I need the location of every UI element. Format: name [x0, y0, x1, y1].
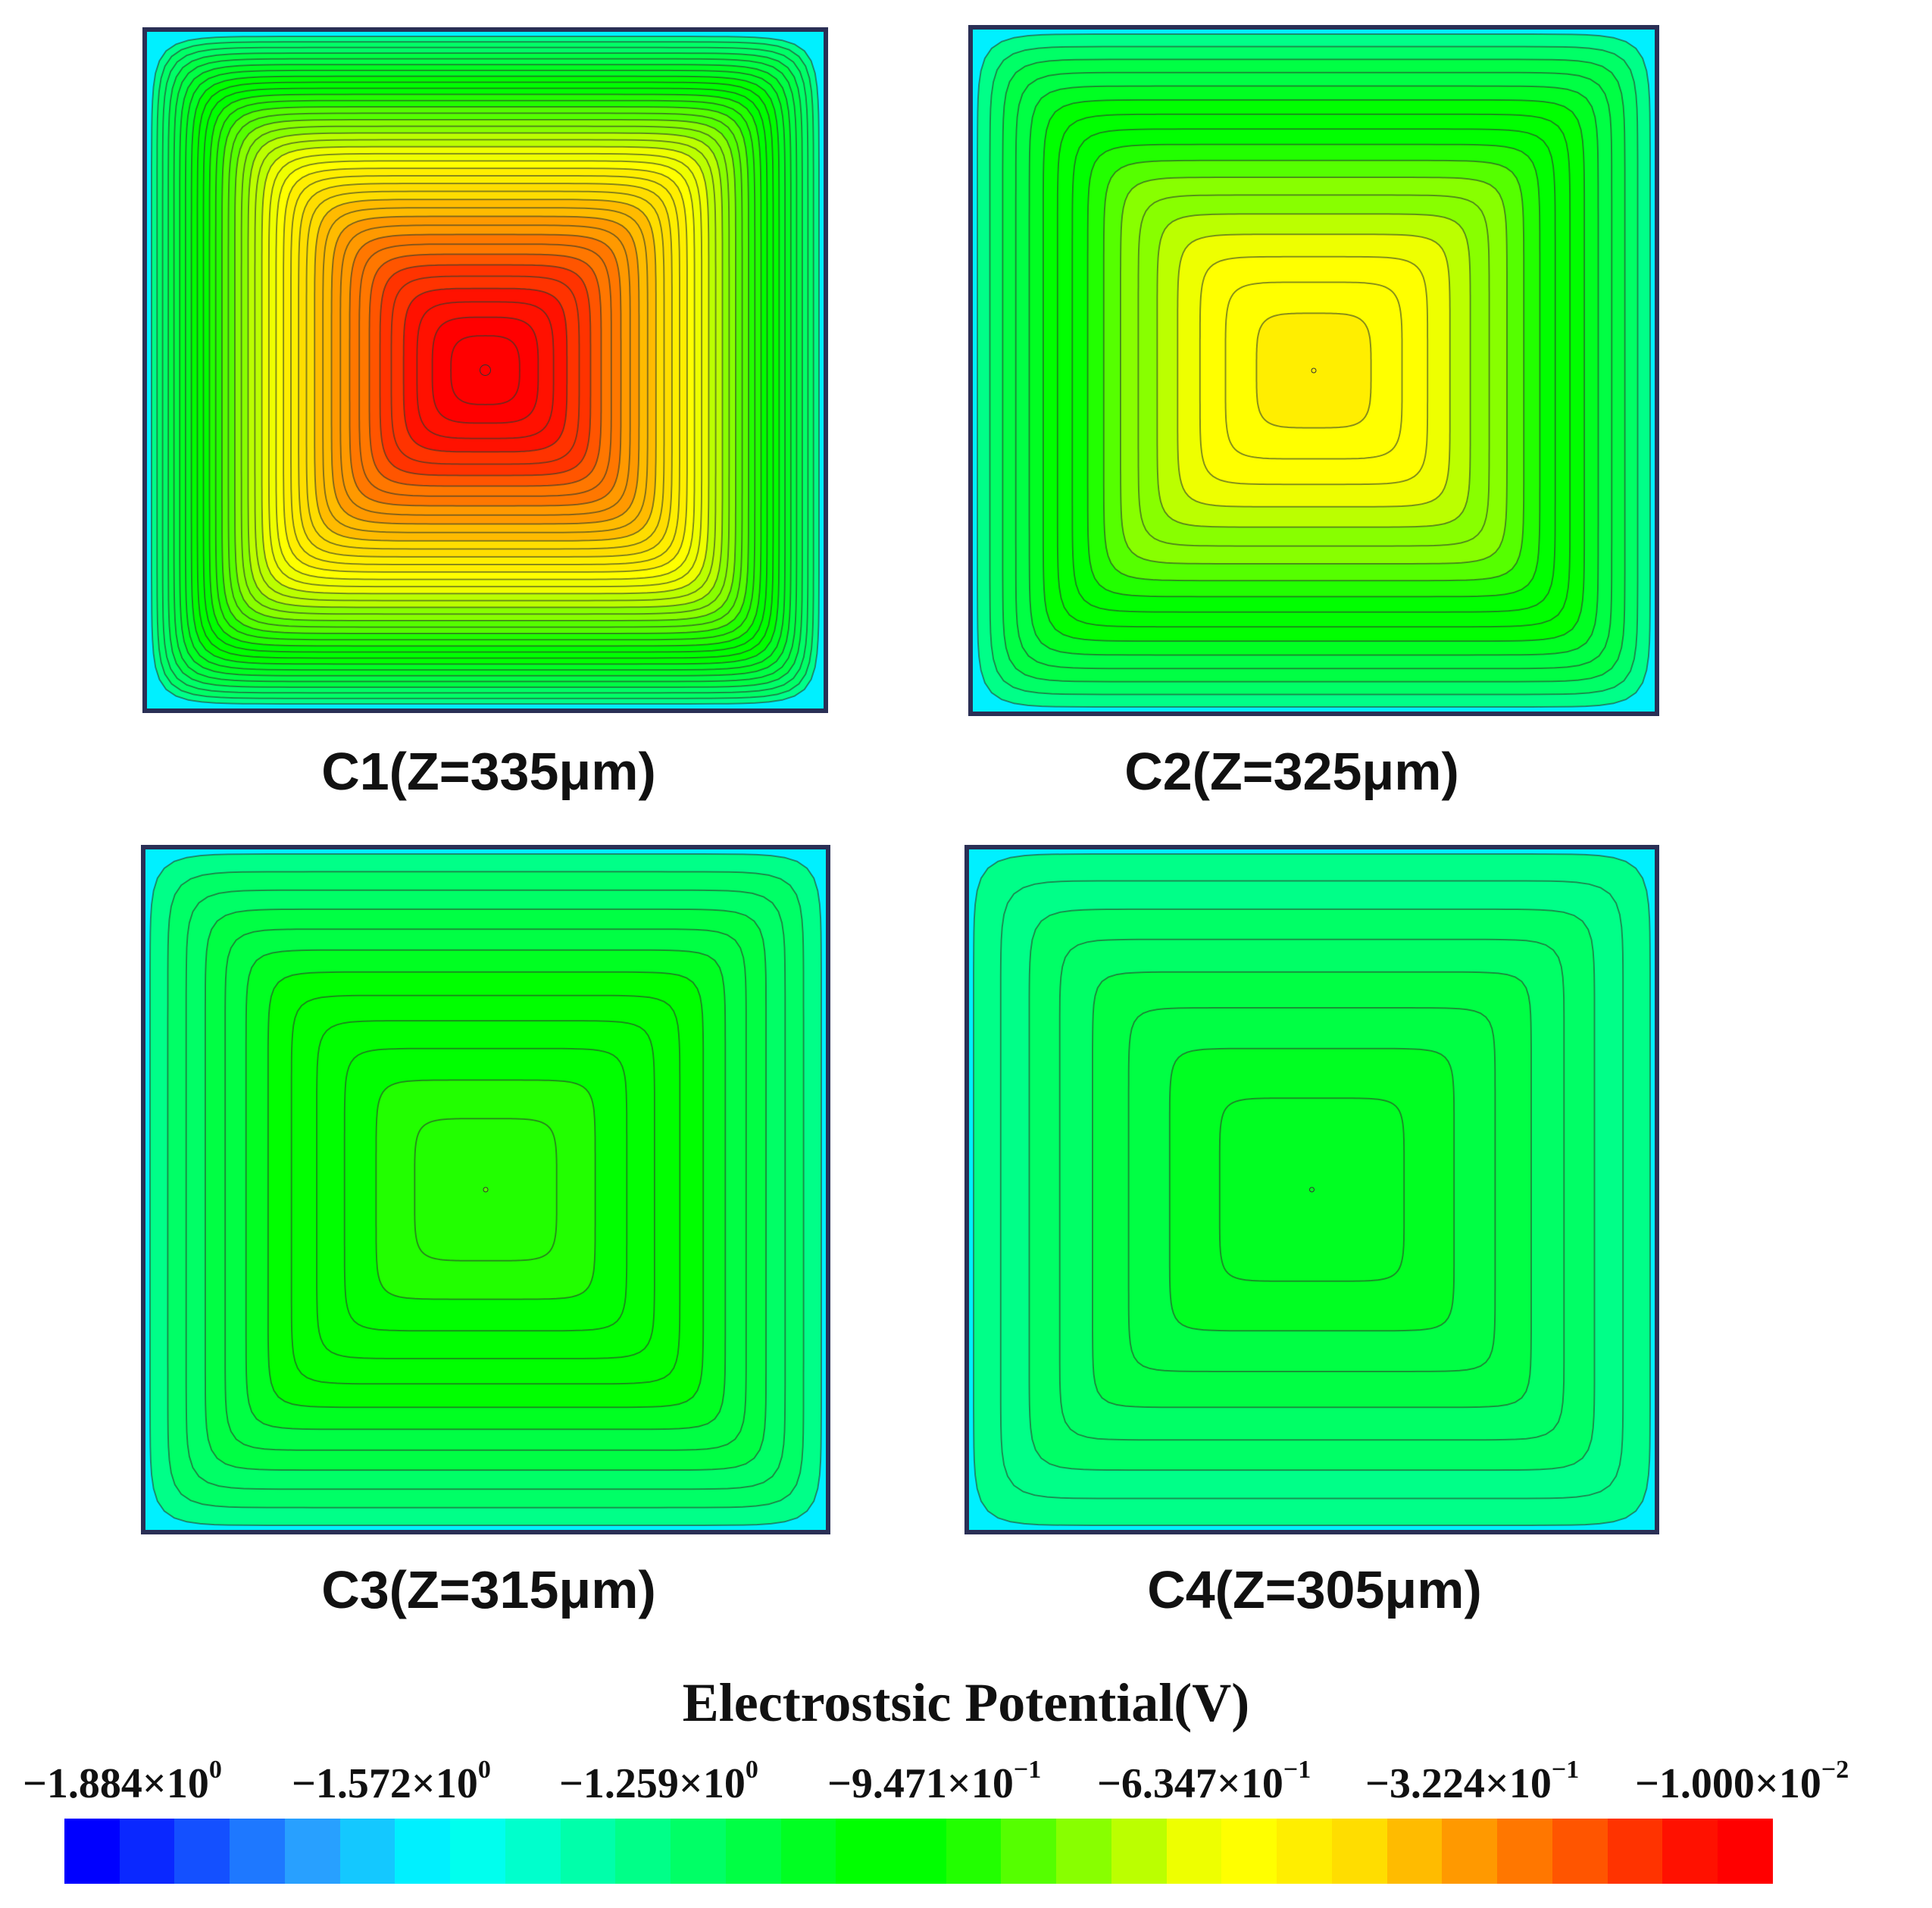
colorbar-segment	[1111, 1819, 1167, 1884]
colorbar-tick-label: −1.884×100	[23, 1756, 222, 1808]
colorbar-segment	[174, 1819, 230, 1884]
colorbar-segment	[230, 1819, 285, 1884]
colorbar-segment	[1386, 1819, 1443, 1884]
contour-panel-c3	[141, 845, 830, 1534]
colorbar-segment	[1497, 1819, 1552, 1884]
colorbar-tick-label: −6.347×10−1	[1097, 1756, 1311, 1808]
contour-panel-c2	[968, 25, 1659, 716]
colorbar-segment	[780, 1819, 836, 1884]
contour-centre	[480, 364, 491, 376]
caption-c4: C4(Z=305μm)	[1147, 1560, 1482, 1619]
colorbar-segment	[615, 1819, 671, 1884]
contour-plot-c3	[141, 845, 830, 1534]
colorbar-segment	[671, 1819, 726, 1884]
contour-plot-c1	[142, 27, 828, 713]
colorbar-segment	[1442, 1819, 1498, 1884]
colorbar-title: Electrostsic Potential(V)	[682, 1672, 1250, 1733]
colorbar-segment	[505, 1819, 561, 1884]
contour-plot-c2	[968, 25, 1659, 716]
colorbar	[64, 1819, 1773, 1884]
caption-c1: C1(Z=335μm)	[321, 742, 656, 801]
caption-c2: C2(Z=325μm)	[1124, 742, 1459, 801]
colorbar-segment	[395, 1819, 451, 1884]
colorbar-segment	[119, 1819, 175, 1884]
contour-centre	[483, 1187, 489, 1193]
colorbar-segment	[1552, 1819, 1608, 1884]
colorbar-segment	[560, 1819, 616, 1884]
colorbar-segment	[1166, 1819, 1222, 1884]
colorbar-tick-label: −3.224×10−1	[1365, 1756, 1580, 1808]
contour-panel-c1	[142, 27, 828, 713]
colorbar-segment	[1331, 1819, 1387, 1884]
contour-panel-c4	[964, 845, 1659, 1534]
colorbar-segment	[1221, 1819, 1277, 1884]
contour-plot-c4	[964, 845, 1659, 1534]
colorbar-segment	[946, 1819, 1002, 1884]
contour-centre	[1311, 368, 1317, 374]
colorbar-tick-label: −1.572×100	[292, 1756, 491, 1808]
colorbar-segment	[1056, 1819, 1111, 1884]
caption-c3: C3(Z=315μm)	[321, 1560, 656, 1619]
colorbar-segment	[725, 1819, 781, 1884]
colorbar-segment	[450, 1819, 505, 1884]
colorbar-segment	[1277, 1819, 1332, 1884]
colorbar-tick-label: −1.000×10−2	[1635, 1756, 1849, 1808]
colorbar-segment	[891, 1819, 946, 1884]
colorbar-segment	[1662, 1819, 1718, 1884]
colorbar-segment	[836, 1819, 892, 1884]
colorbar-segment	[339, 1819, 395, 1884]
colorbar-tick-label: −9.471×10−1	[827, 1756, 1042, 1808]
colorbar-segment	[64, 1819, 120, 1884]
contour-centre	[1309, 1187, 1315, 1193]
colorbar-tick-label: −1.259×100	[559, 1756, 758, 1808]
colorbar-segment	[1607, 1819, 1663, 1884]
colorbar-segment	[1718, 1819, 1773, 1884]
colorbar-segment	[284, 1819, 340, 1884]
colorbar-segment	[1001, 1819, 1057, 1884]
